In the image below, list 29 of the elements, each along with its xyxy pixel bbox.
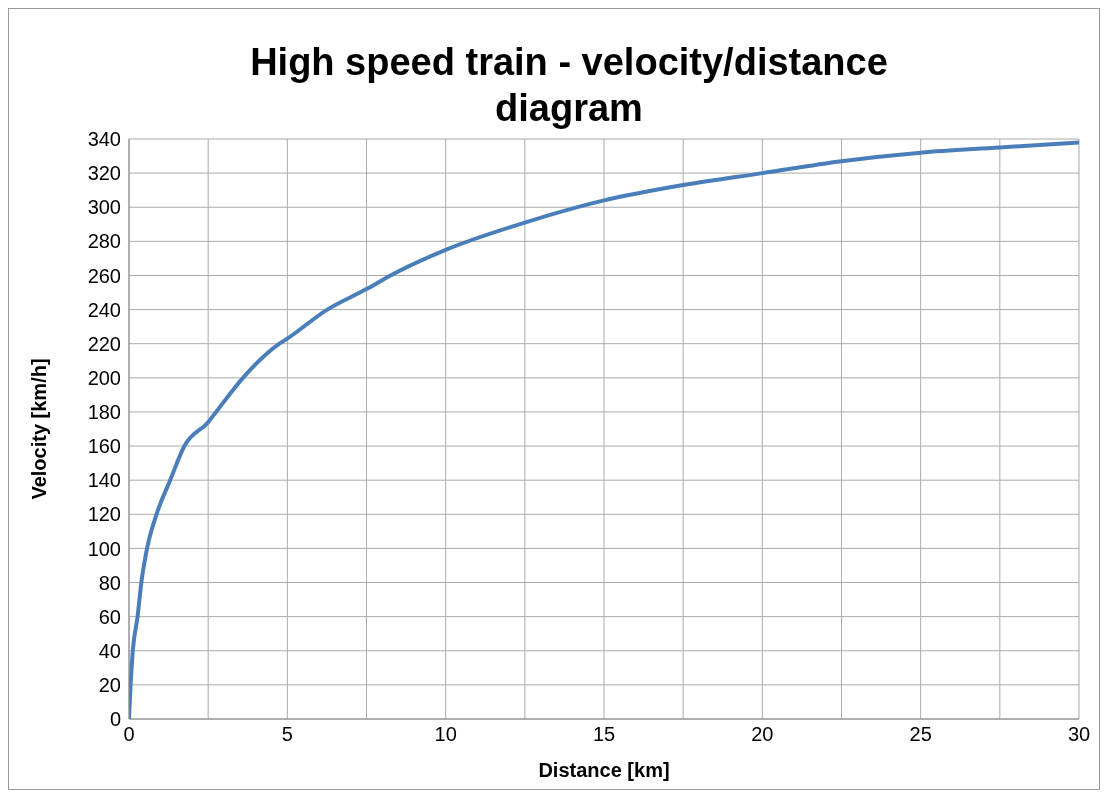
y-tick-label: 240 — [87, 298, 121, 321]
x-tick-label: 20 — [751, 723, 774, 746]
y-tick-label: 300 — [87, 196, 121, 219]
y-tick-label: 0 — [109, 708, 121, 731]
y-tick-label: 340 — [87, 128, 121, 151]
line-series — [129, 140, 1079, 719]
y-tick-label: 60 — [98, 605, 121, 628]
x-tick-label: 0 — [123, 723, 135, 746]
y-tick-label: 120 — [87, 503, 121, 526]
x-tick-label: 15 — [592, 723, 616, 746]
y-tick-label: 220 — [87, 332, 121, 355]
y-tick-label: 320 — [87, 162, 121, 185]
x-tick-label: 25 — [909, 723, 932, 746]
chart-title: High speed train - velocity/distance diagram — [249, 40, 889, 131]
y-tick-label: 160 — [87, 435, 121, 458]
y-tick-label: 260 — [87, 264, 121, 287]
y-tick-label: 180 — [87, 401, 121, 424]
y-tick-label: 280 — [87, 230, 121, 253]
y-tick-label: 200 — [87, 366, 121, 389]
y-tick-label: 100 — [87, 537, 121, 560]
y-tick-label: 20 — [98, 673, 121, 696]
y-tick-label: 80 — [98, 571, 121, 594]
y-tick-label: 40 — [98, 639, 121, 662]
y-tick-label: 140 — [87, 469, 121, 492]
x-axis-title: Distance [km] — [538, 759, 670, 781]
x-tick-label: 5 — [281, 723, 293, 746]
x-tick-label: 30 — [1067, 723, 1091, 746]
y-axis-title: Velocity [km/h] — [28, 358, 51, 500]
x-tick-label: 10 — [434, 723, 457, 746]
